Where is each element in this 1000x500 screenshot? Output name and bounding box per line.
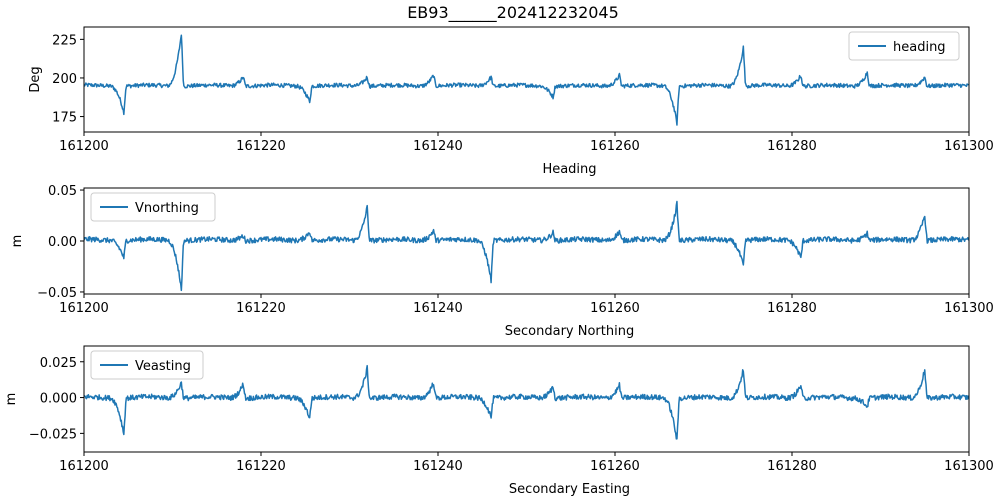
legend-label: Veasting: [135, 359, 191, 374]
x-tick-label: 161260: [590, 139, 640, 154]
legend-box: [90, 350, 204, 380]
x-tick-label: 161280: [767, 459, 817, 474]
x-tick-label: 161240: [413, 139, 463, 154]
x-tick-label: 161300: [944, 139, 994, 154]
y-tick-label: 200: [52, 72, 77, 87]
y-axis-label: m: [10, 235, 25, 248]
x-axis-label: Heading: [542, 162, 596, 177]
x-tick-label: 161220: [236, 459, 286, 474]
x-tick-label: 161200: [59, 459, 109, 474]
x-tick-label: 161220: [236, 139, 286, 154]
legend: Vnorthing: [90, 192, 216, 222]
x-tick-label: 161240: [413, 301, 463, 316]
y-tick-label: −0.05: [37, 286, 77, 301]
x-axis-label: Secondary Easting: [509, 482, 630, 497]
legend-label: heading: [893, 40, 946, 55]
x-axis-label: Secondary Northing: [505, 324, 634, 339]
series-line-vnorthing: [84, 200, 969, 292]
legend-box: [848, 31, 960, 61]
x-tick-label: 161200: [59, 139, 109, 154]
chart-panel-1: 161200 161220 161240 161260 161280 161300 175 2…: [28, 26, 994, 177]
y-tick-label: 0.05: [48, 184, 77, 199]
series-line-heading: [84, 34, 969, 126]
legend: heading: [848, 31, 960, 61]
legend-label: Vnorthing: [135, 201, 199, 216]
x-tick-label: 161200: [59, 301, 109, 316]
x-tick-label: 161300: [944, 301, 994, 316]
x-tick-label: 161280: [767, 301, 817, 316]
y-tick-label: 0.025: [40, 356, 77, 371]
y-tick-label: 175: [52, 111, 77, 126]
legend: Veasting: [90, 350, 204, 380]
y-axis-label: Deg: [28, 66, 43, 92]
chart-panel-2: 161200 161220 161240 161260 161280 161300 0.05…: [10, 184, 994, 339]
x-tick-label: 161220: [236, 301, 286, 316]
plot-frame: [83, 345, 970, 453]
y-tick-label: 0.000: [40, 392, 77, 407]
y-axis-label: m: [4, 393, 19, 406]
y-tick-label: 225: [52, 33, 77, 48]
x-tick-label: 161260: [590, 459, 640, 474]
series-line-veasting: [84, 364, 969, 440]
x-tick-label: 161280: [767, 139, 817, 154]
x-tick-label: 161240: [413, 459, 463, 474]
x-tick-label: 161300: [944, 459, 994, 474]
legend-box: [90, 192, 216, 222]
chart-panel-3: 161200 161220 161240 161260 161280 161300 0.02…: [4, 345, 994, 497]
x-tick-label: 161260: [590, 301, 640, 316]
plot-frame: [83, 26, 970, 133]
figure-title: EB93______202412232045: [407, 3, 619, 23]
y-tick-label: 0.00: [48, 235, 77, 250]
y-tick-label: −0.025: [29, 427, 77, 442]
